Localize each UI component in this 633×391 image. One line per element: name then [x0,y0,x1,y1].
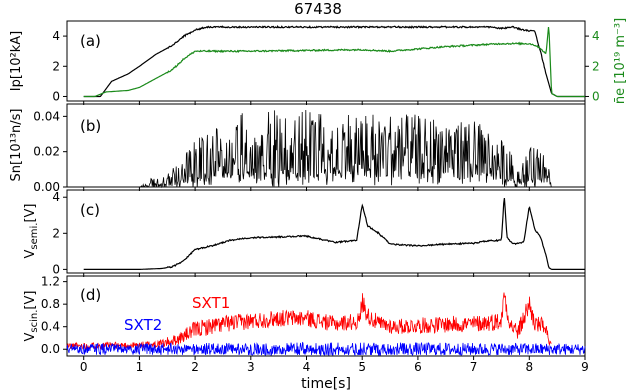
x-tick-label: 8 [525,360,533,374]
panel-d-frame [66,275,586,357]
y-tick-label-c: 2 [52,226,60,240]
y-tick-label-c: 4 [52,190,60,204]
y-tick-label-right-a: 2 [592,59,600,73]
figure-title: 67438 [294,0,342,18]
y-tick-label-b: 0.02 [33,145,60,159]
panel-a-ylabel-right: n̄e [10¹⁹ m⁻³] [613,18,628,104]
panel-d: 0.0 0.4 0.8 1.2 (d) Vscin.[V] SXT1 SXT2 [23,275,586,360]
x-tick-label: 2 [191,360,199,374]
y-tick-label-a: 4 [52,29,60,43]
panel-b: (b) Sn[10¹³n/s] 0.00 0.02 0.04 [9,103,586,194]
x-tick-label: 3 [247,360,255,374]
panel-c-ylabel: Vsemi.[V] [23,203,40,258]
panel-b-label: (b) [80,117,101,135]
y-tick-label-a: 0 [52,89,60,103]
y-tick-label-d: 0.0 [41,342,60,356]
panel-a-frame [66,20,586,102]
x-axis-label: time[s] [301,376,351,391]
panel-d-label: (d) [80,286,101,304]
y-tick-label-d: 1.2 [41,275,60,289]
x-tick-label: 6 [414,360,422,374]
x-tick-label: 9 [581,360,589,374]
panel-a: (a) Ip[10²kA] n̄e [10¹⁹ m⁻³] 0 2 4 0 2 4 [9,18,628,105]
series-d-sxt2 [66,341,586,357]
y-tick-label-right-a: 4 [592,29,600,43]
y-tick-label-b: 0.00 [33,180,60,194]
series-d-sxt1 [66,292,552,351]
series-b-0 [67,109,585,189]
panel-c: (c) Vsemi.[V] 0 2 4 [23,189,586,277]
y-tick-label-c: 0 [52,262,60,276]
x-tick-label: 0 [80,360,88,374]
panel-d-ylabel: Vscin.[V] [23,291,40,342]
y-tick-label-a: 2 [52,59,60,73]
panel-a-ylabel: Ip[10²kA] [9,31,24,91]
x-tick-label: 7 [470,360,478,374]
panel-b-ylabel: Sn[10¹³n/s] [9,109,24,182]
x-tick-label: 4 [303,360,311,374]
y-tick-label-right-a: 0 [592,89,600,103]
panel-a-label: (a) [80,32,101,50]
y-tick-label-d: 0.8 [41,297,60,311]
panel-c-label: (c) [80,201,100,219]
y-tick-label-d: 0.4 [41,320,60,334]
sxt1-label: SXT1 [192,294,230,312]
series-c-0 [83,198,585,270]
series-a-0 [83,25,585,98]
x-tick-label: 5 [358,360,366,374]
sxt2-label: SXT2 [124,316,162,334]
y-tick-label-b: 0.04 [33,109,60,123]
x-tick-label: 1 [136,360,144,374]
panel-b-frame [66,103,586,188]
panel-c-frame [66,189,586,274]
series-a-1 [83,27,585,98]
